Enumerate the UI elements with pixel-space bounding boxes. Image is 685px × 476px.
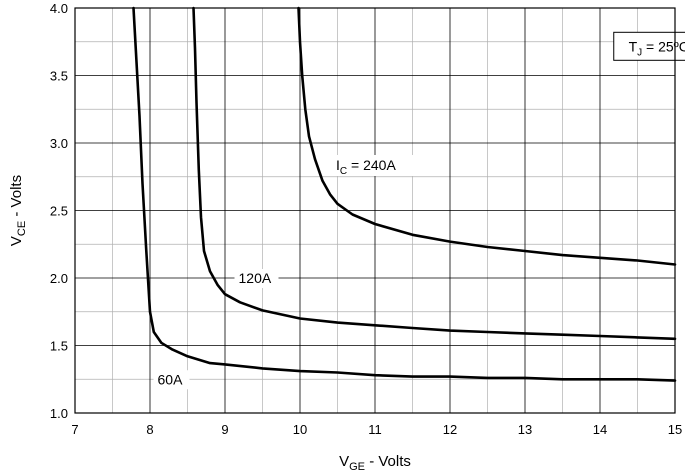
y-tick-label: 1.5 (50, 339, 68, 354)
y-axis-title: VCE - Volts (8, 175, 28, 246)
y-tick-label: 2.5 (50, 204, 68, 219)
x-axis-title: VGE - Volts (339, 453, 411, 473)
annotations: TJ = 25ºC IC = 240A 120A 60A (153, 31, 685, 390)
x-tick-label: 15 (668, 422, 682, 437)
x-tick-label: 14 (593, 422, 607, 437)
series-label-60a: 60A (158, 371, 184, 387)
plot-frame (74, 7, 676, 414)
x-tick-label: 8 (146, 422, 153, 437)
y-tick-label: 1.0 (50, 406, 68, 421)
series-label-120a: 120A (239, 270, 272, 286)
series-line-240a (297, 6, 677, 266)
label-120a-bg (234, 269, 279, 288)
x-tick-label: 7 (71, 422, 78, 437)
temperature-box (613, 31, 685, 61)
grid-major-lines (74, 7, 676, 414)
series-line-120a (192, 6, 677, 341)
x-tick-label: 13 (518, 422, 532, 437)
x-tick-label: 11 (368, 422, 382, 437)
x-tick-label: 9 (221, 422, 228, 437)
data-curves (132, 6, 677, 382)
series-line-60a (132, 6, 677, 382)
tick-labels: 7 8 9 10 11 12 13 14 15 1.0 1.5 2.0 2.5 3.0 3.5 4.0 (50, 1, 682, 437)
temperature-label: TJ = 25ºC (629, 38, 685, 58)
x-tick-label: 10 (293, 422, 307, 437)
x-tick-label: 12 (443, 422, 457, 437)
ic-label-bg (332, 155, 414, 176)
y-tick-label: 4.0 (50, 1, 68, 16)
axis-titles: VGE - Volts VCE - Volts (8, 175, 411, 473)
label-60a-bg (153, 370, 190, 390)
y-tick-label: 2.0 (50, 271, 68, 286)
y-tick-label: 3.5 (50, 69, 68, 84)
ic-240a-label: IC = 240A (336, 157, 396, 177)
y-tick-label: 3.0 (50, 136, 68, 151)
